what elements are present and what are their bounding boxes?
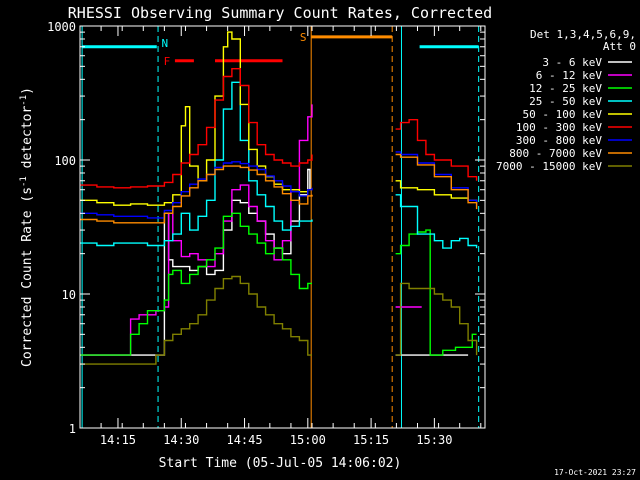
x-tick-label: 14:15: [100, 433, 136, 447]
x-axis-label: Start Time (05-Jul-05 14:06:02): [159, 456, 402, 471]
plot-frame: [79, 25, 486, 429]
x-axis: 14:15 14:30 14:45 15:00 15:15 15:30: [79, 26, 482, 447]
x-tick-label: 14:45: [226, 433, 262, 447]
x-tick-label: 15:00: [290, 433, 326, 447]
footer-date: 17-Oct-2021 23:27: [554, 468, 636, 477]
series-line: [395, 180, 478, 203]
series-line: [80, 81, 313, 247]
series-line: [80, 168, 311, 356]
y-tick-label: 1: [69, 422, 76, 436]
series-line: [395, 194, 478, 249]
legend-label: 12 - 25 keV: [529, 82, 602, 95]
x-tick-label: 14:30: [163, 433, 199, 447]
legend-label: 6 - 12 keV: [536, 69, 603, 82]
series-line: [80, 165, 313, 224]
chart-title: RHESSI Observing Summary Count Rates, Co…: [68, 4, 492, 22]
legend-label: 100 - 300 keV: [516, 121, 602, 134]
x-tick-label: 15:30: [416, 433, 452, 447]
series-line: [395, 282, 478, 356]
series-line: [80, 212, 312, 356]
x-tick-label: 15:15: [353, 433, 389, 447]
y-tick-label: 100: [54, 154, 76, 168]
flag-label: N: [161, 37, 168, 50]
legend-label: 7000 - 15000 keV: [496, 160, 602, 173]
legend-label: 50 - 100 keV: [523, 108, 603, 121]
series-line: [80, 275, 312, 365]
legend-title: Det 1,3,4,5,6,9,: [530, 28, 636, 41]
series-line: [395, 229, 477, 356]
legend-label: 300 - 800 keV: [516, 134, 602, 147]
y-tick-label: 1000: [47, 20, 76, 34]
y-tick-label: 10: [62, 288, 76, 302]
series-line: [395, 153, 478, 210]
y-axis: 1 10 100 1000: [47, 20, 485, 436]
flag-label: F: [164, 55, 171, 68]
flag-lines: NF S: [82, 31, 479, 68]
legend-title: Att 0: [603, 40, 636, 53]
legend-label: 800 - 7000 keV: [509, 147, 602, 160]
y-axis-label: Corrected Count Rate (s-1 detector-1): [19, 87, 35, 367]
series-line: [80, 67, 313, 189]
series-lines: [80, 31, 478, 365]
series-line: [80, 161, 313, 219]
flag-label: S: [300, 31, 307, 44]
series-line: [80, 31, 312, 206]
series-line: [395, 118, 478, 181]
legend-label: 25 - 50 keV: [529, 95, 602, 108]
legend-label: 3 - 6 keV: [542, 56, 602, 69]
vertical-markers: [81, 26, 480, 428]
